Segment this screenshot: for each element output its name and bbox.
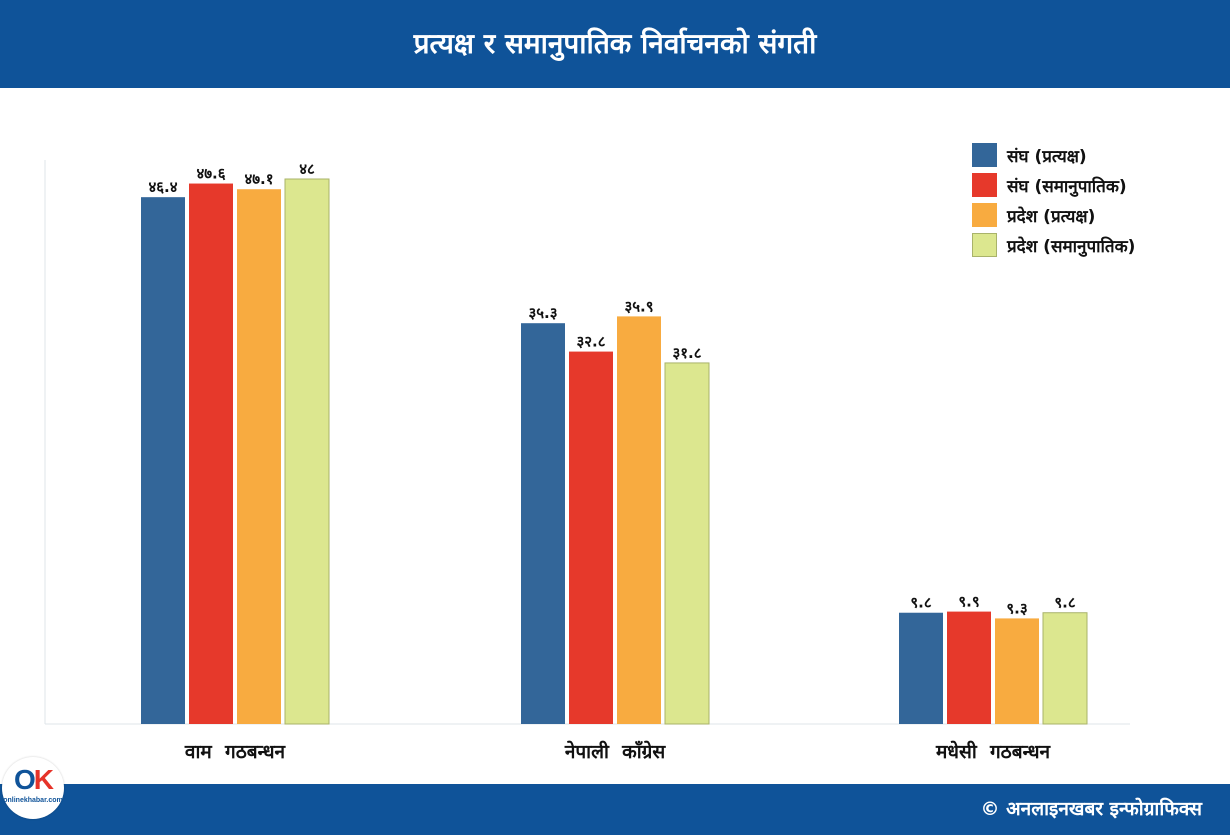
data-label: ३५.३ [528,304,557,322]
bar [189,183,233,725]
bar [521,323,565,724]
bar [664,362,710,725]
legend-swatch [972,173,997,197]
bar-chart: ४६.४ ४७.६ ४७.१ ४८ वाम गठबन्धन ३५.३ ३२.८ ३५.९ ३१.… [44,160,1130,763]
bar [284,178,330,725]
data-label: ३५.९ [624,297,653,315]
legend-item-sangh-samanupatik: संघ (समानुपातिक) [972,170,1135,200]
data-label: ४७.६ [196,165,225,183]
legend-label: संघ (समानुपातिक) [1007,176,1127,197]
chart-legend: संघ (प्रत्यक्ष) संघ (समानुपातिक) प्रदेश … [972,140,1135,260]
data-label: ३१.८ [672,344,701,362]
onlinekhabar-logo: OK onlinekhabar.com [2,757,64,819]
category-label: मधेसी गठबन्धन [935,740,1052,763]
footer-bar [0,784,1230,835]
legend-swatch [972,233,997,257]
data-label: ४६.४ [148,178,177,196]
bar [617,316,661,724]
legend-swatch [972,203,997,227]
legend-label: प्रदेश (प्रत्यक्ष) [1007,206,1096,227]
category-label: वाम गठबन्धन [184,741,287,763]
footer-credit: © अनलाइनखबर इन्फोग्राफिक्स [980,798,1202,820]
data-label: ९.८ [910,594,931,612]
bar [141,197,185,725]
category-label: नेपाली काँग्रेस [564,740,667,763]
bar [1042,612,1088,725]
header-bar [0,0,1230,88]
legend-item-pradesh-pratyaksha: प्रदेश (प्रत्यक्ष) [972,200,1135,230]
bar [899,612,943,724]
logo-mark: OK [13,764,54,795]
legend-label: संघ (प्रत्यक्ष) [1007,146,1087,167]
legend-swatch [972,143,997,167]
data-label: ९.८ [1054,594,1075,612]
data-label: ३२.८ [576,333,605,351]
legend-item-sangh-pratyaksha: संघ (प्रत्यक्ष) [972,140,1135,170]
bar [569,351,613,724]
bar [995,618,1039,724]
bar [947,611,991,724]
legend-item-pradesh-samanupatik: प्रदेश (समानुपातिक) [972,230,1135,260]
data-label: ९.३ [1006,599,1027,617]
data-label: ९.९ [958,593,979,611]
legend-label: प्रदेश (समानुपातिक) [1007,236,1136,257]
page-title: प्रत्यक्ष र समानुपातिक निर्वाचनको संगती [413,27,817,60]
bar [237,189,281,724]
data-label: ४८ [299,160,315,178]
data-label: ४७.१ [244,170,273,188]
logo-text: onlinekhabar.com [3,797,63,804]
